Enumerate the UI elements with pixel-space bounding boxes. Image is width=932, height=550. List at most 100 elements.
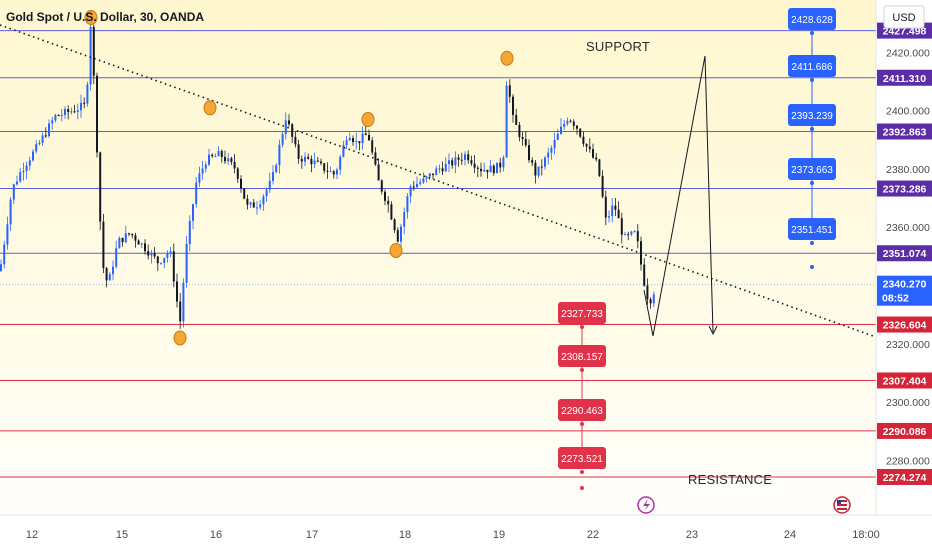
target-dot	[580, 325, 584, 329]
target-box-up-label: 2411.686	[792, 62, 833, 73]
candle-body	[67, 109, 70, 113]
swing-point-marker[interactable]	[203, 100, 217, 116]
target-dot	[810, 31, 814, 35]
candle-body	[105, 268, 108, 281]
candle-body	[352, 138, 354, 142]
target-dot	[580, 470, 584, 474]
candle-body	[259, 204, 262, 208]
candle-body	[108, 274, 111, 281]
swing-point-marker[interactable]	[84, 9, 98, 25]
time-tick-label: 18:00	[852, 529, 880, 541]
target-box-up[interactable]	[788, 104, 836, 126]
target-box-down[interactable]	[558, 399, 606, 421]
candle-body	[6, 224, 9, 245]
swing-point-marker[interactable]	[361, 111, 375, 127]
candle-body	[492, 165, 495, 174]
candle-body	[460, 159, 463, 161]
candle-body	[208, 154, 210, 165]
target-box-down[interactable]	[558, 447, 606, 469]
candle-body	[128, 233, 130, 235]
candle-body	[76, 110, 79, 112]
candle-body	[540, 166, 543, 168]
swing-point-marker[interactable]	[500, 50, 514, 66]
candle-body	[156, 256, 159, 264]
candle-body	[192, 204, 194, 221]
candle-body	[227, 158, 230, 162]
candle-body	[256, 207, 258, 209]
candle-body	[444, 163, 447, 172]
candle-body	[140, 243, 143, 245]
target-dot	[810, 127, 814, 131]
candle-body	[569, 120, 572, 122]
target-box-up[interactable]	[788, 218, 836, 240]
candle-body	[102, 221, 105, 269]
candle-body	[150, 252, 153, 256]
price-tick-label: 2360.000	[886, 222, 930, 234]
candle-body	[198, 173, 201, 183]
candle-body	[51, 120, 54, 124]
price-level-label: 2392.863	[883, 126, 927, 138]
candle-body	[160, 262, 162, 264]
swing-point-marker[interactable]	[389, 243, 403, 259]
currency-button[interactable]: USD	[883, 5, 925, 29]
chart-title: Gold Spot / U.S. Dollar, 30, OANDA	[6, 10, 204, 24]
target-box-down[interactable]	[558, 345, 606, 367]
projection-path[interactable]	[643, 55, 714, 337]
target-dot	[810, 265, 814, 269]
price-axis-panel[interactable]	[876, 0, 932, 550]
target-box-up[interactable]	[788, 8, 836, 30]
candle-body	[537, 166, 540, 176]
candle-body	[598, 159, 601, 176]
candle-body	[99, 152, 102, 222]
price-level-label: 2351.074	[883, 248, 927, 260]
time-tick-label: 18	[399, 529, 411, 541]
current-price-tag	[877, 275, 932, 306]
candle-body	[483, 169, 486, 172]
candle-body	[336, 169, 338, 175]
target-box-up[interactable]	[788, 55, 836, 77]
price-level-label: 2326.604	[883, 320, 927, 332]
price-tick-label: 2420.000	[886, 47, 930, 59]
candle-body	[294, 136, 297, 145]
candle-body	[441, 168, 444, 172]
candle-body	[12, 184, 15, 200]
candle-body	[592, 149, 594, 158]
candle-body	[96, 75, 98, 153]
candle-body	[342, 145, 345, 157]
time-tick-label: 17	[306, 529, 318, 541]
swing-point-marker[interactable]	[173, 330, 187, 346]
candle-body	[489, 165, 492, 173]
target-box-down-label: 2327.733	[561, 309, 603, 320]
candle-body	[217, 150, 220, 157]
candle-body	[112, 266, 114, 275]
candle-body	[524, 139, 527, 146]
candle-body	[409, 186, 412, 197]
price-level-tag	[877, 372, 932, 389]
candle-body	[249, 202, 252, 205]
candle-body	[400, 226, 402, 242]
candle-body	[416, 183, 418, 188]
candle-body	[358, 141, 361, 144]
candle-body	[201, 168, 204, 174]
candle-body	[310, 158, 313, 165]
candle-body	[585, 143, 588, 147]
target-box-up-label: 2373.663	[791, 165, 833, 176]
target-box-down[interactable]	[558, 302, 606, 324]
price-level-tag	[877, 245, 932, 262]
time-axis-panel[interactable]	[0, 515, 932, 550]
candle-body	[246, 198, 249, 205]
candle-body	[307, 156, 310, 159]
candle-body	[332, 171, 335, 175]
candle-body	[361, 133, 364, 144]
candle-body	[134, 235, 137, 241]
target-box-up[interactable]	[788, 158, 836, 180]
candle-body	[169, 251, 172, 254]
candle-body	[3, 244, 6, 265]
current-price-label: 2340.270	[883, 279, 927, 291]
flag-canton	[837, 500, 841, 504]
candle-body	[553, 139, 556, 149]
candle-body	[476, 167, 479, 169]
